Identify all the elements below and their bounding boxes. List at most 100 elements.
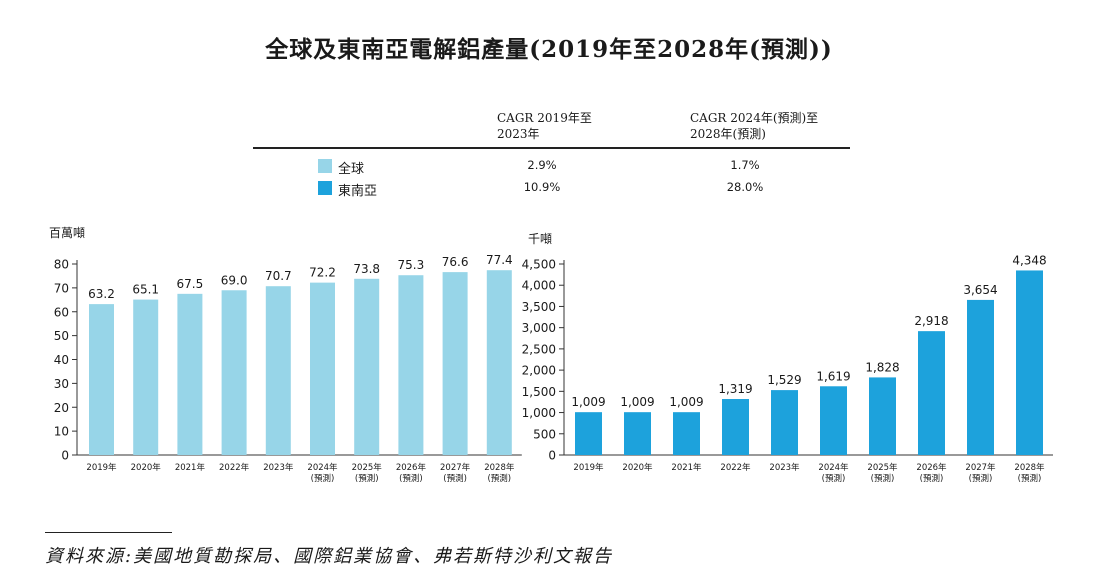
cagr-sea-2024-2028: 28.0% (726, 180, 764, 194)
bar-value-label: 1,009 (620, 395, 654, 409)
y-tick-label: 80 (54, 258, 69, 272)
bar (310, 282, 335, 455)
bar-value-label: 1,529 (767, 373, 801, 387)
cagr-global-2019-2023: 2.9% (527, 158, 557, 172)
legend-label-sea: 東南亞 (338, 184, 378, 199)
x-tick-label: 2027年(預測) (965, 462, 996, 484)
y-tick-label: 50 (54, 329, 69, 343)
bar (221, 290, 247, 455)
y-tick-label: 0 (61, 449, 69, 463)
y-tick-label: 2,000 (522, 364, 556, 378)
bar (89, 304, 114, 455)
bar-value-label: 2,918 (914, 314, 948, 328)
y-tick-label: 20 (54, 401, 69, 415)
bar (722, 399, 749, 455)
bar-value-label: 72.2 (309, 266, 336, 280)
x-tick-label: 2021年 (175, 462, 206, 473)
x-tick-label: 2023年 (263, 462, 294, 473)
y-tick-label: 3,000 (522, 321, 556, 335)
x-tick-label: 2019年 (86, 462, 117, 473)
y-tick-label: 500 (533, 427, 556, 441)
cagr-global-2024-2028: 1.7% (730, 158, 760, 172)
x-tick-label: 2027年(預測) (440, 462, 471, 484)
bar-value-label: 69.0 (221, 273, 248, 287)
bar-value-label: 3,654 (963, 283, 997, 297)
cagr-header-2024-2028-text: CAGR 2024年(預測)至 2028年(預測) (690, 111, 819, 141)
bar (486, 270, 512, 455)
bar-value-label: 1,828 (865, 360, 899, 374)
bar (673, 412, 700, 455)
bar-value-label: 65.1 (132, 283, 159, 297)
y-tick-label: 1,500 (522, 385, 556, 399)
sea-production-chart: 0 500 1,000 1,500 2,000 2,500 3,000 3,500 4,000 4… (522, 253, 1053, 484)
bar-value-label: 75.3 (398, 258, 425, 272)
bar (771, 390, 798, 455)
x-tick-label: 2021年 (671, 462, 702, 473)
bar (624, 412, 651, 455)
bar (133, 299, 159, 455)
x-tick-label: 2020年 (622, 462, 653, 473)
cagr-row-global: 全球 2.9% 1.7% (0, 157, 1098, 177)
cagr-header-2024-2028: CAGR 2024年(預測)至 2028年(預測) (690, 110, 818, 142)
bar (869, 377, 896, 455)
y-tick-label: 3,500 (522, 300, 556, 314)
legend-swatch-global (318, 159, 332, 173)
source-note: 資料來源:美國地質勘探局、國際鋁業協會、弗若斯特沙利文報告 (45, 546, 614, 567)
y-tick-label: 30 (54, 377, 69, 391)
bar-value-label: 1,319 (718, 382, 752, 396)
bar-value-label: 4,348 (1012, 253, 1046, 267)
cagr-table: CAGR 2019年至 2023年 CAGR 2024年(預測)至 2028年(… (0, 110, 1098, 200)
x-tick-label: 2024年(預測) (307, 462, 338, 484)
x-tick-label: 2022年 (219, 462, 250, 473)
y-tick-label: 2,500 (522, 342, 556, 356)
x-tick-label: 2026年(預測) (396, 462, 427, 484)
bar (265, 286, 291, 455)
bar (575, 412, 602, 455)
bar (1016, 270, 1043, 455)
cagr-header-2019-2023: CAGR 2019年至 2023年 (497, 110, 592, 142)
bar-value-label: 63.2 (88, 287, 115, 301)
legend-label-global: 全球 (338, 162, 365, 177)
bar (442, 272, 468, 455)
x-tick-label: 2023年 (769, 462, 800, 473)
y-tick-label: 60 (54, 305, 69, 319)
bar-value-label: 1,619 (816, 369, 850, 383)
x-tick-label: 2024年(預測) (818, 462, 849, 484)
bar (820, 386, 847, 455)
y-tick-label: 1,000 (522, 406, 556, 420)
bar (398, 275, 424, 455)
right-chart-unit: 千噸 (528, 232, 553, 246)
bar-value-label: 70.7 (265, 269, 292, 283)
x-tick-label: 2028年(預測) (1014, 462, 1045, 484)
bar-value-label: 1,009 (669, 395, 703, 409)
page-title: 全球及東南亞電解鋁產量(2019年至2028年(預測)) (265, 36, 833, 63)
left-chart-unit: 百萬噸 (49, 226, 86, 240)
x-tick-label: 2026年(預測) (916, 462, 947, 484)
footer-rule (45, 532, 172, 533)
cagr-sea-2019-2023: 10.9% (523, 180, 561, 194)
x-tick-label: 2020年 (131, 462, 162, 473)
x-tick-label: 2022年 (720, 462, 751, 473)
bar (918, 331, 945, 455)
bar (354, 278, 380, 455)
x-tick-label: 2028年(預測) (484, 462, 515, 484)
y-tick-label: 10 (54, 425, 69, 439)
bar-value-label: 76.6 (442, 255, 469, 269)
legend-swatch-sea (318, 181, 332, 195)
y-tick-label: 70 (54, 281, 69, 295)
y-tick-label: 4,000 (522, 279, 556, 293)
x-tick-label: 2019年 (573, 462, 604, 473)
global-production-chart: 0 10 20 30 40 50 60 70 80 63.2 2019年 65.1 2020年 67.5 2… (54, 253, 522, 484)
cagr-header-2019-2023-text: CAGR 2019年至 2023年 (497, 111, 592, 141)
bar-value-label: 73.8 (353, 262, 380, 276)
x-tick-label: 2025年(預測) (352, 462, 383, 484)
bar-value-label: 77.4 (486, 253, 513, 267)
cagr-row-sea: 東南亞 10.9% 28.0% (0, 179, 1098, 199)
y-tick-label: 40 (54, 353, 69, 367)
cagr-table-rule (253, 147, 850, 149)
bar (177, 293, 203, 455)
x-tick-label: 2025年(預測) (867, 462, 898, 484)
y-tick-label: 0 (548, 449, 556, 463)
bar-value-label: 1,009 (571, 395, 605, 409)
y-tick-label: 4,500 (522, 258, 556, 272)
